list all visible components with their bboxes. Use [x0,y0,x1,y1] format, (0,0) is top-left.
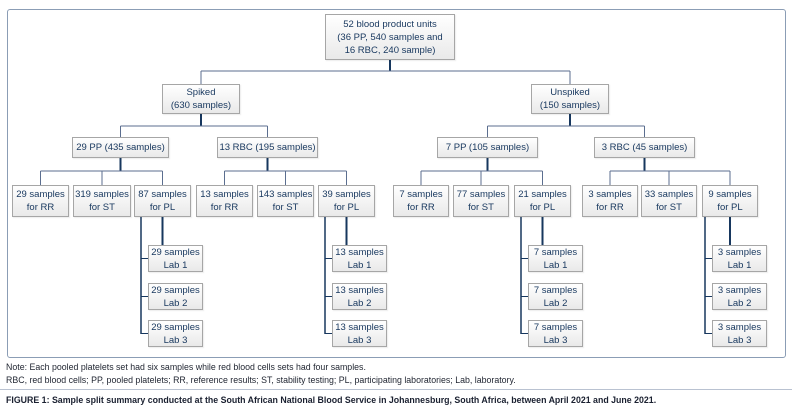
node-unspiked-rbc-lab2: 3 samples Lab 2 [712,283,767,310]
node-spiked-pp-rr: 29 samples for RR [12,185,69,217]
node-spiked-rbc-st: 143 samples for ST [257,185,314,217]
node-spiked-pp-pl: 87 samples for PL [134,185,191,217]
node-unspiked-rbc-st: 33 samples for ST [641,185,697,217]
node-unspiked-rbc: 3 RBC (45 samples) [594,137,695,158]
figure-abbreviations: RBC, red blood cells; PP, pooled platele… [6,375,516,385]
node-unspiked-rbc-pl: 9 samples for PL [702,185,758,217]
node-spiked-pp: 29 PP (435 samples) [72,137,169,158]
figure-caption: FIGURE 1: Sample split summary conducted… [6,395,657,405]
node-unspiked: Unspiked (150 samples) [531,84,609,114]
node-unspiked-pp: 7 PP (105 samples) [437,137,538,158]
diagram-frame [7,9,786,358]
node-unspiked-rbc-lab3: 3 samples Lab 3 [712,320,767,347]
node-unspiked-pp-lab3: 7 samples Lab 3 [528,320,583,347]
figure-note: Note: Each pooled platelets set had six … [6,362,366,372]
node-spiked-rbc-lab2: 13 samples Lab 2 [332,283,387,310]
node-unspiked-rbc-lab1: 3 samples Lab 1 [712,245,767,272]
node-spiked-pp-lab3: 29 samples Lab 3 [148,320,203,347]
node-spiked-pp-lab2: 29 samples Lab 2 [148,283,203,310]
node-spiked-pp-st: 319 samples for ST [73,185,131,217]
node-spiked: Spiked (630 samples) [162,84,240,114]
node-unspiked-rbc-rr: 3 samples for RR [582,185,638,217]
node-unspiked-pp-lab1: 7 samples Lab 1 [528,245,583,272]
node-unspiked-pp-rr: 7 samples for RR [393,185,449,217]
node-spiked-rbc-pl: 39 samples for PL [318,185,375,217]
node-spiked-rbc-rr: 13 samples for RR [196,185,253,217]
node-root: 52 blood product units (36 PP, 540 sampl… [325,14,455,60]
node-unspiked-pp-pl: 21 samples for PL [514,185,571,217]
caption-divider [0,389,792,390]
node-spiked-rbc-lab3: 13 samples Lab 3 [332,320,387,347]
node-spiked-rbc-lab1: 13 samples Lab 1 [332,245,387,272]
node-unspiked-pp-st: 77 samples for ST [453,185,509,217]
node-spiked-rbc: 13 RBC (195 samples) [217,137,318,158]
node-unspiked-pp-lab2: 7 samples Lab 2 [528,283,583,310]
node-spiked-pp-lab1: 29 samples Lab 1 [148,245,203,272]
